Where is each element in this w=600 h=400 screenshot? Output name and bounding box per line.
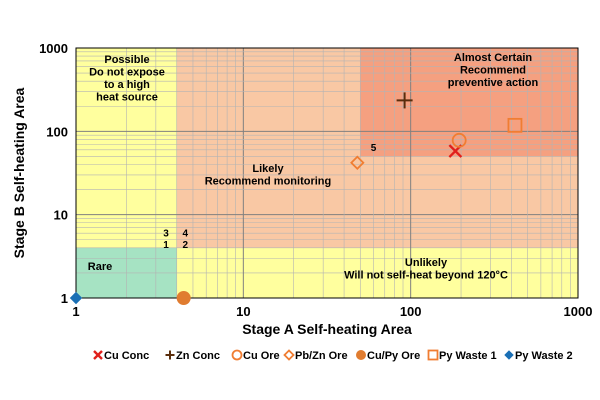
legend-label-pb-zn-ore: Pb/Zn Ore xyxy=(295,350,348,362)
legend-marker-zn-conc xyxy=(165,350,175,360)
grid-lines xyxy=(76,48,578,298)
x-tick-label: 1 xyxy=(72,304,79,319)
point-annotation: 3 xyxy=(163,228,169,239)
x-tick-label: 10 xyxy=(236,304,250,319)
zone-label-possible: Possible xyxy=(104,54,149,66)
legend: Cu Conc Zn Conc Cu Ore Pb/Zn Ore Cu/Py Ore Py… xyxy=(93,349,573,362)
point-zn-conc xyxy=(396,92,413,109)
legend-item-py-waste-2: Py Waste 2 xyxy=(504,350,573,362)
legend-label-py-waste-1: Py Waste 1 xyxy=(439,350,497,362)
legend-item-cu-ore: Cu Ore xyxy=(231,349,280,362)
point-cu-ore xyxy=(451,132,467,148)
legend-label-cu-py-ore: Cu/Py Ore xyxy=(367,350,420,362)
legend-marker-cu-conc xyxy=(93,350,103,360)
point-annotation: 2 xyxy=(183,240,189,251)
point-annotation: 1 xyxy=(163,240,169,251)
y-axis-title: Stage B Self-heating Area xyxy=(11,87,27,258)
legend-item-cu-conc: Cu Conc xyxy=(93,350,149,362)
legend-label-cu-ore: Cu Ore xyxy=(243,350,280,362)
legend-label-py-waste-2: Py Waste 2 xyxy=(515,350,573,362)
point-annotation: 4 xyxy=(183,228,189,239)
x-tick-label: 100 xyxy=(400,304,422,319)
legend-item-cu-py-ore: Cu/Py Ore xyxy=(356,350,420,362)
legend-marker-py-waste-1 xyxy=(427,349,439,361)
legend-item-py-waste-1: Py Waste 1 xyxy=(427,349,497,362)
point-annotation: 5 xyxy=(371,143,377,154)
zone-label-unlikely: Will not self-heat beyond 120°C xyxy=(344,270,508,282)
legend-marker-cu-ore xyxy=(231,349,243,361)
zone-label-rare: Rare xyxy=(88,261,112,273)
legend-marker-cu-py-ore xyxy=(356,350,366,360)
zone-label-almost-certain: preventive action xyxy=(448,77,539,89)
legend-label-zn-conc: Zn Conc xyxy=(176,350,220,362)
zone-label-possible: heat source xyxy=(96,92,158,104)
x-tick-label: 1000 xyxy=(564,304,593,319)
annotations: 3 4 1 2 5 xyxy=(163,143,377,251)
y-tick-label: 1 xyxy=(61,291,68,306)
x-axis-title: Stage A Self-heating Area xyxy=(242,321,412,337)
legend-item-pb-zn-ore: Pb/Zn Ore xyxy=(283,349,348,362)
point-cu-py-ore xyxy=(176,291,191,305)
zone-label-likely: Likely xyxy=(252,163,284,175)
point-py-waste-1 xyxy=(507,117,523,133)
zone-label-possible: Do not expose xyxy=(89,67,165,79)
data-points xyxy=(69,92,523,305)
zone-label-likely: Recommend monitoring xyxy=(205,176,332,188)
zone-label-possible: to a high xyxy=(104,79,150,91)
legend-label-cu-conc: Cu Conc xyxy=(104,350,149,362)
zone-label-unlikely: Unlikely xyxy=(405,257,448,269)
x-tick-labels: 1 10 100 1000 xyxy=(72,304,592,319)
plot-frame xyxy=(75,47,579,299)
legend-item-zn-conc: Zn Conc xyxy=(165,350,220,362)
y-tick-label: 10 xyxy=(54,208,68,223)
legend-marker-py-waste-2 xyxy=(504,350,514,360)
y-tick-label: 100 xyxy=(46,124,68,139)
zone-almost-certain xyxy=(360,48,578,157)
point-pb-zn-ore xyxy=(350,155,365,171)
y-tick-label: 1000 xyxy=(39,41,68,56)
point-py-waste-2 xyxy=(69,291,83,305)
y-tick-labels: 1 10 100 1000 xyxy=(39,41,68,306)
legend-marker-pb-zn-ore xyxy=(283,349,295,361)
zone-label-almost-certain: Almost Certain xyxy=(454,52,533,64)
zone-label-almost-certain: Recommend xyxy=(460,65,526,77)
